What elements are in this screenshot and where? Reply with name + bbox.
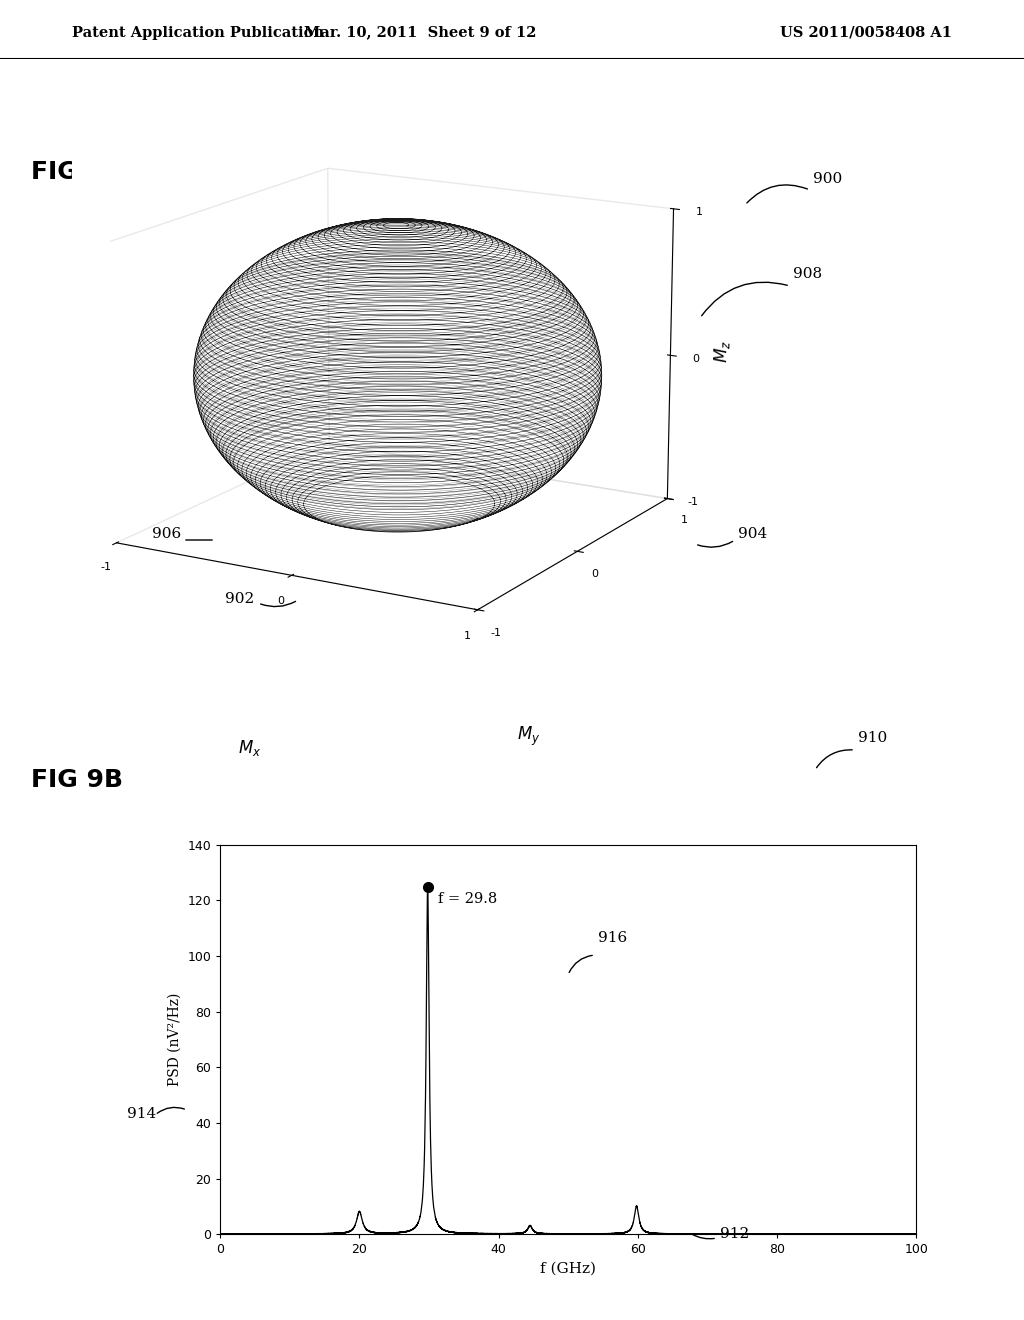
Text: 900: 900 (813, 172, 843, 186)
Text: Mar. 10, 2011  Sheet 9 of 12: Mar. 10, 2011 Sheet 9 of 12 (303, 25, 537, 40)
Text: FIG 9A: FIG 9A (31, 160, 123, 183)
Text: $M_y$: $M_y$ (517, 725, 541, 748)
Text: 916: 916 (598, 931, 628, 945)
Text: 904: 904 (738, 527, 767, 541)
X-axis label: f (GHz): f (GHz) (541, 1262, 596, 1276)
Text: US 2011/0058408 A1: US 2011/0058408 A1 (780, 25, 952, 40)
Text: 908: 908 (793, 267, 822, 281)
Text: $M_x$: $M_x$ (238, 738, 261, 758)
Text: f = 29.8: f = 29.8 (438, 892, 498, 907)
Text: 912: 912 (720, 1228, 750, 1241)
Text: FIG 9B: FIG 9B (31, 768, 123, 792)
Text: 914: 914 (127, 1107, 157, 1121)
Text: 902: 902 (225, 591, 254, 606)
Text: 910: 910 (858, 731, 887, 744)
Text: 906: 906 (152, 527, 181, 541)
Y-axis label: PSD (nV²/Hz): PSD (nV²/Hz) (168, 993, 181, 1086)
Text: Patent Application Publication: Patent Application Publication (72, 25, 324, 40)
